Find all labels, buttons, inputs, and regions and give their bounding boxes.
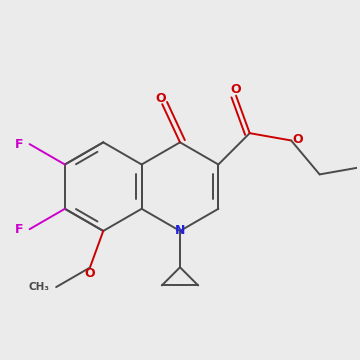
Text: O: O — [156, 92, 166, 105]
Text: F: F — [15, 138, 24, 150]
Text: O: O — [85, 267, 95, 280]
Text: O: O — [231, 84, 241, 96]
Text: O: O — [292, 133, 303, 146]
Text: CH₃: CH₃ — [28, 282, 50, 292]
Text: F: F — [15, 223, 24, 236]
Text: N: N — [175, 224, 185, 238]
